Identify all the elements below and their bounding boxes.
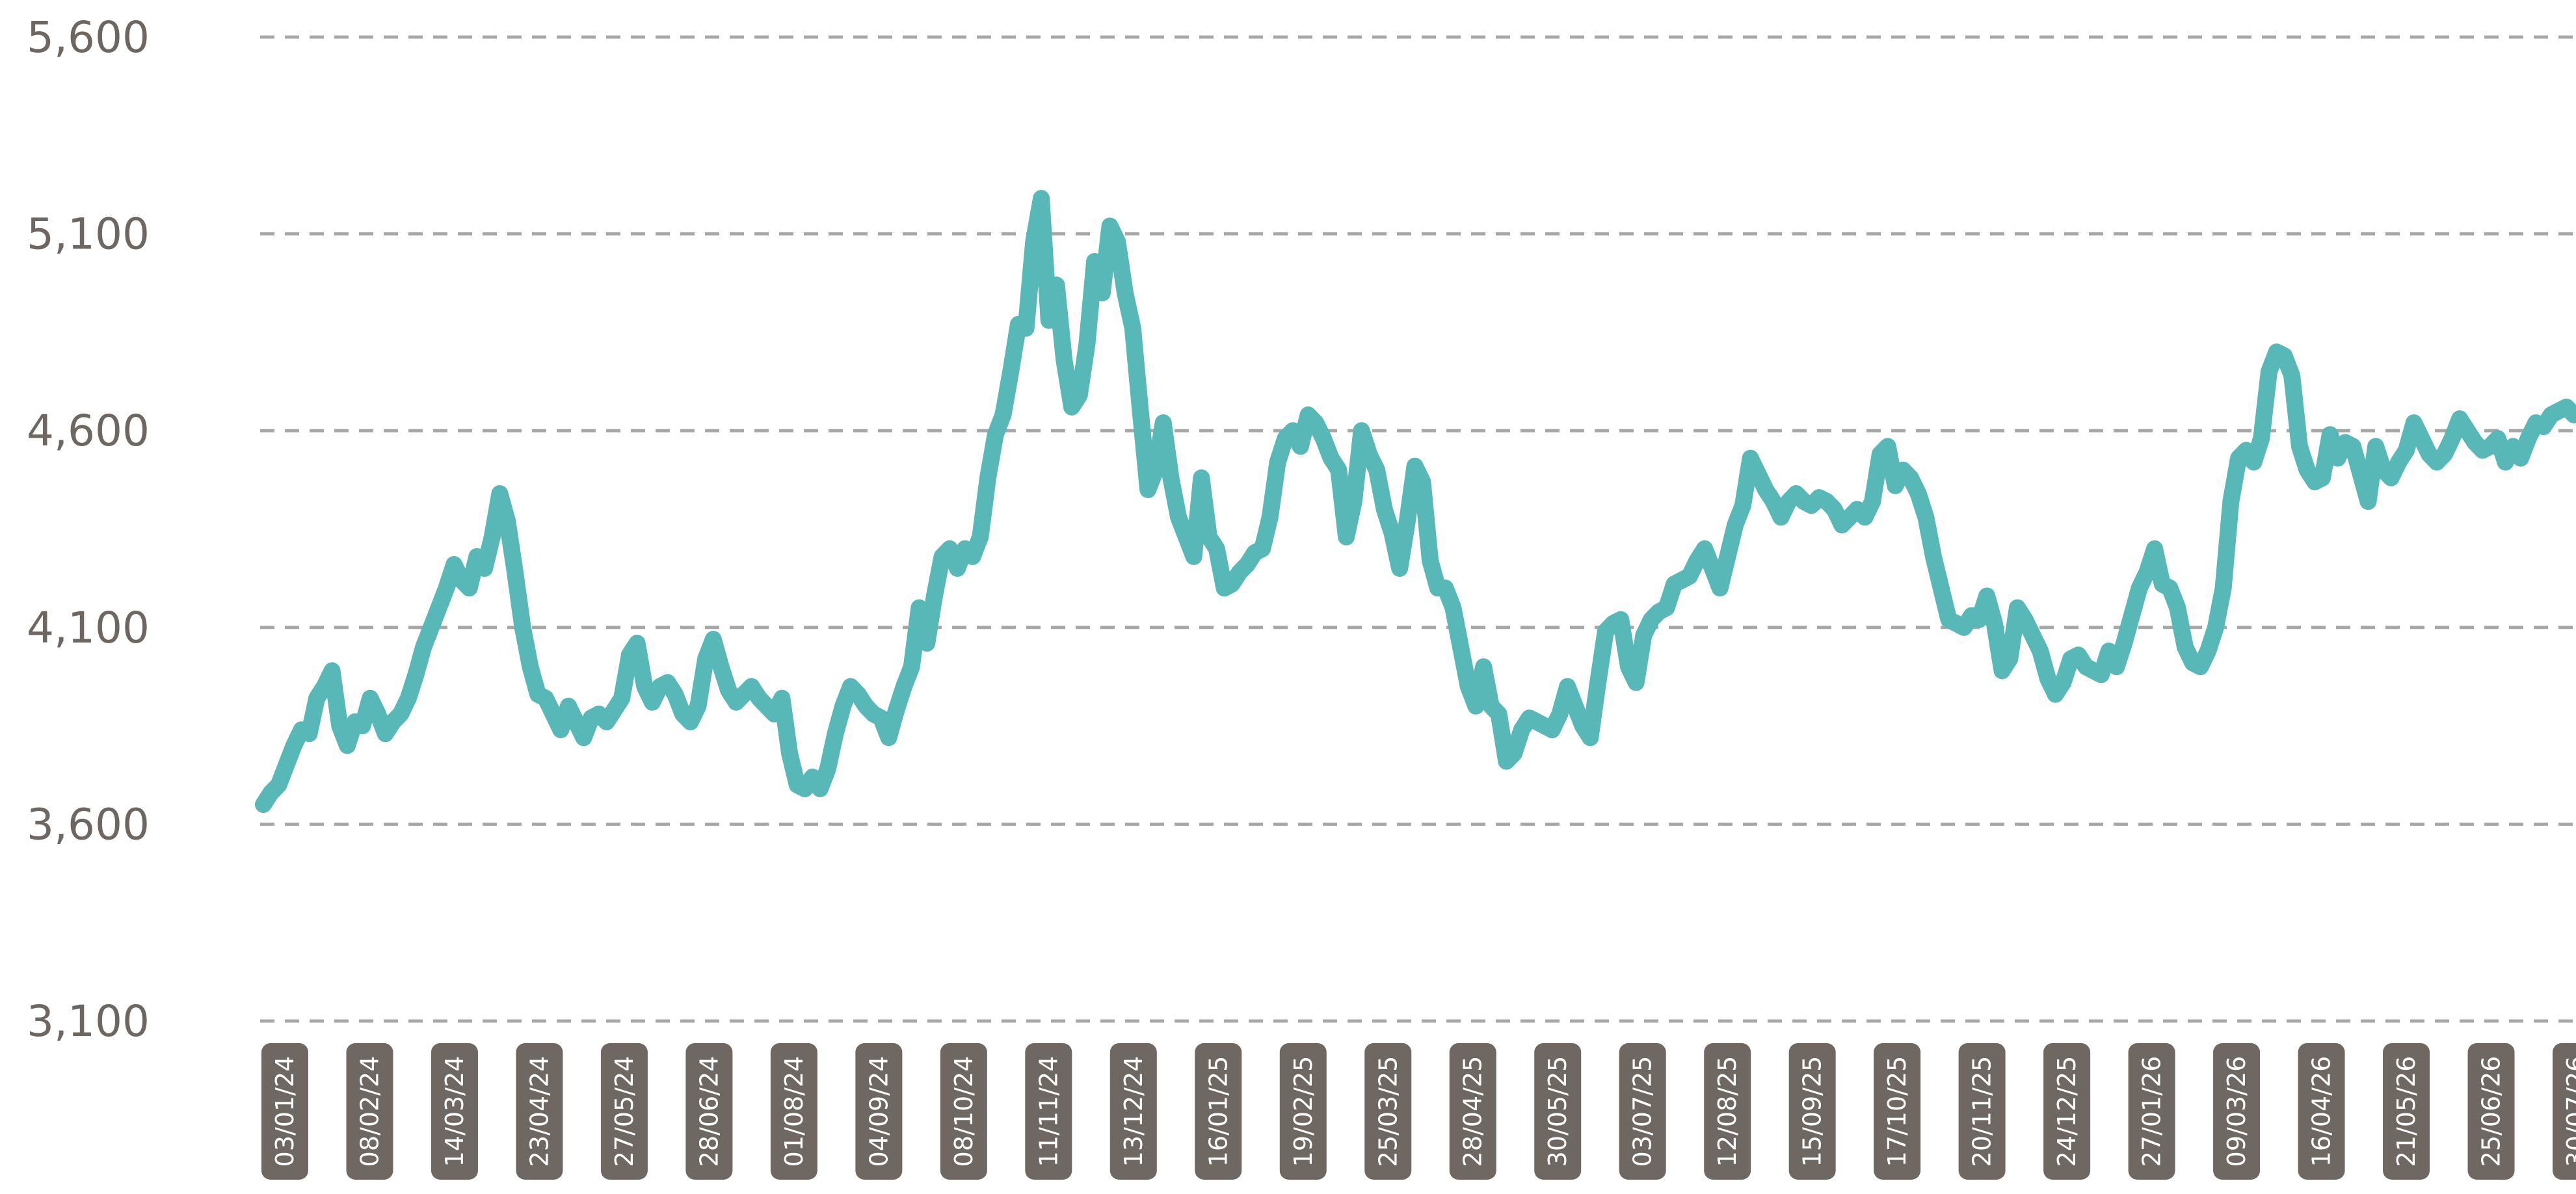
x-tick: 25/06/26 bbox=[2467, 1043, 2515, 1180]
x-tick-label: 21/05/26 bbox=[2392, 1056, 2421, 1167]
x-tick-box bbox=[940, 1043, 987, 1180]
x-tick-label: 15/09/25 bbox=[1798, 1056, 1827, 1167]
x-tick: 20/11/25 bbox=[1958, 1043, 2006, 1180]
x-tick-box bbox=[1364, 1043, 1412, 1180]
x-tick-label: 27/01/26 bbox=[2138, 1056, 2166, 1167]
x-tick-box bbox=[1619, 1043, 1666, 1180]
x-tick: 24/12/25 bbox=[2043, 1043, 2091, 1180]
x-tick-label: 24/12/25 bbox=[2052, 1056, 2081, 1167]
x-tick-box bbox=[1279, 1043, 1327, 1180]
x-tick-box bbox=[1704, 1043, 1751, 1180]
x-tick-box bbox=[600, 1043, 648, 1180]
y-tick-label: 5,600 bbox=[27, 12, 150, 62]
x-tick-box bbox=[2043, 1043, 2091, 1180]
x-tick-box bbox=[1449, 1043, 1496, 1180]
x-tick: 23/04/24 bbox=[516, 1043, 563, 1180]
x-tick-box bbox=[2213, 1043, 2261, 1180]
x-tick: 11/11/24 bbox=[1025, 1043, 1072, 1180]
x-tick-label: 19/02/25 bbox=[1289, 1056, 1318, 1167]
x-tick-label: 01/08/24 bbox=[780, 1056, 808, 1167]
x-tick-label: 11/11/24 bbox=[1034, 1056, 1063, 1167]
x-tick: 28/04/25 bbox=[1449, 1043, 1496, 1180]
x-tick-label: 23/04/24 bbox=[525, 1056, 553, 1167]
x-tick: 25/03/25 bbox=[1364, 1043, 1412, 1180]
y-tick-label: 3,600 bbox=[27, 799, 150, 849]
x-tick-label: 09/03/26 bbox=[2222, 1056, 2251, 1167]
x-tick: 30/05/25 bbox=[1534, 1043, 1582, 1180]
x-tick: 17/10/25 bbox=[1874, 1043, 1921, 1180]
y-tick-label: 3,100 bbox=[27, 996, 150, 1046]
x-tick-box bbox=[2298, 1043, 2345, 1180]
y-tick-label: 4,600 bbox=[27, 406, 150, 456]
x-tick-label: 20/11/25 bbox=[1968, 1056, 1997, 1167]
x-tick-label: 03/07/25 bbox=[1628, 1056, 1657, 1167]
x-tick: 14/03/24 bbox=[431, 1043, 478, 1180]
x-tick-box bbox=[1788, 1043, 1836, 1180]
x-tick-box bbox=[855, 1043, 903, 1180]
x-tick-box bbox=[346, 1043, 393, 1180]
x-tick: 27/01/26 bbox=[2128, 1043, 2175, 1180]
x-tick-label: 17/10/25 bbox=[1883, 1056, 1911, 1167]
x-tick: 16/01/25 bbox=[1195, 1043, 1242, 1180]
y-tick-label: 5,100 bbox=[27, 209, 150, 259]
x-tick-box bbox=[1195, 1043, 1242, 1180]
x-tick-box bbox=[1958, 1043, 2006, 1180]
x-tick-label: 28/06/24 bbox=[695, 1056, 723, 1167]
x-tick-label: 03/01/24 bbox=[271, 1056, 299, 1167]
series-line bbox=[255, 190, 2576, 814]
x-tick: 08/10/24 bbox=[940, 1043, 987, 1180]
x-tick-box bbox=[261, 1043, 308, 1180]
x-tick-box bbox=[1874, 1043, 1921, 1180]
x-tick-label: 30/07/26 bbox=[2562, 1056, 2576, 1167]
x-axis: 03/01/24 08/02/24 14/03/24 23/04/24 27/05/24… bbox=[261, 1043, 2576, 1180]
x-tick-box bbox=[431, 1043, 478, 1180]
x-tick-box bbox=[2128, 1043, 2175, 1180]
x-tick-label: 27/05/24 bbox=[610, 1056, 639, 1167]
x-tick: 27/05/24 bbox=[600, 1043, 648, 1180]
x-tick: 19/02/25 bbox=[1279, 1043, 1327, 1180]
x-tick-box bbox=[1534, 1043, 1582, 1180]
x-tick: 01/08/24 bbox=[770, 1043, 817, 1180]
x-tick: 04/09/24 bbox=[855, 1043, 903, 1180]
x-tick-label: 30/05/25 bbox=[1543, 1056, 1572, 1167]
x-tick: 21/05/26 bbox=[2383, 1043, 2430, 1180]
x-tick-label: 16/01/25 bbox=[1204, 1056, 1232, 1167]
y-axis: 5,600 5,100 4,600 4,100 3,600 3,100 bbox=[27, 12, 150, 1046]
x-tick-box bbox=[1109, 1043, 1157, 1180]
x-tick: 03/07/25 bbox=[1619, 1043, 1666, 1180]
x-tick: 30/07/26 bbox=[2553, 1043, 2576, 1180]
x-tick-label: 25/06/26 bbox=[2477, 1056, 2506, 1167]
x-tick: 12/08/25 bbox=[1704, 1043, 1751, 1180]
x-tick-label: 14/03/24 bbox=[440, 1056, 469, 1167]
plot-area bbox=[255, 190, 2576, 814]
x-tick: 13/12/24 bbox=[1109, 1043, 1157, 1180]
x-tick-label: 13/12/24 bbox=[1119, 1056, 1148, 1167]
x-tick-label: 28/04/25 bbox=[1459, 1056, 1487, 1167]
x-tick-box bbox=[1025, 1043, 1072, 1180]
x-tick-box bbox=[516, 1043, 563, 1180]
x-tick: 28/06/24 bbox=[685, 1043, 733, 1180]
x-tick-box bbox=[685, 1043, 733, 1180]
x-tick-box bbox=[2467, 1043, 2515, 1180]
x-tick-label: 04/09/24 bbox=[864, 1056, 893, 1167]
x-tick-label: 25/03/25 bbox=[1374, 1056, 1402, 1167]
x-tick-label: 08/02/24 bbox=[355, 1056, 384, 1167]
x-tick-label: 16/04/26 bbox=[2307, 1056, 2336, 1167]
x-tick: 16/04/26 bbox=[2298, 1043, 2345, 1180]
y-tick-label: 4,100 bbox=[27, 603, 150, 653]
x-tick: 08/02/24 bbox=[346, 1043, 393, 1180]
x-tick-box bbox=[2383, 1043, 2430, 1180]
gridlines bbox=[260, 35, 2576, 1023]
x-tick-label: 08/10/24 bbox=[949, 1056, 978, 1167]
x-tick: 15/09/25 bbox=[1788, 1043, 1836, 1180]
x-tick: 03/01/24 bbox=[261, 1043, 308, 1180]
x-tick-label: 12/08/25 bbox=[1713, 1056, 1742, 1167]
x-tick: 09/03/26 bbox=[2213, 1043, 2261, 1180]
x-tick-box bbox=[770, 1043, 817, 1180]
x-tick-box bbox=[2553, 1043, 2576, 1180]
